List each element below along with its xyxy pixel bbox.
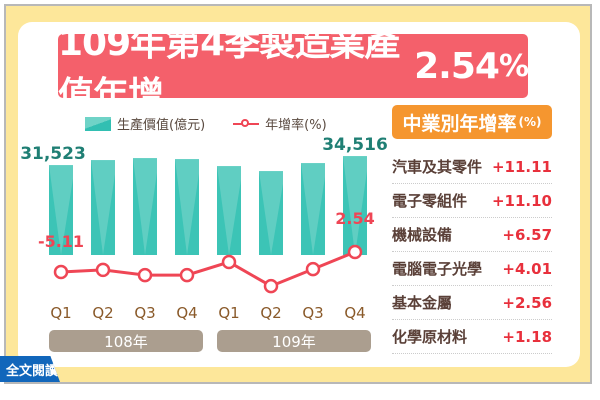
title-banner: 109年第4季製造業產值年增 2.54%	[58, 23, 529, 116]
industry-panel-title: 中業別年增率 (%)	[392, 105, 552, 139]
group-band	[49, 330, 203, 352]
growth-point	[305, 261, 321, 277]
industry-row: 化學原材料 +1.18	[392, 320, 552, 354]
industry-value: +2.56	[502, 293, 552, 312]
group-label: 108年	[104, 333, 148, 351]
bar-highlight	[175, 159, 199, 255]
industry-name: 機械設備	[392, 226, 453, 244]
growth-point	[221, 254, 237, 270]
bar-legend-swatch	[85, 116, 111, 131]
industry-name: 汽車及其零件	[392, 158, 483, 176]
x-tick-label: Q1	[218, 304, 239, 322]
x-tick-label: Q4	[344, 304, 365, 322]
industry-name: 化學原材料	[392, 328, 468, 346]
industry-row: 基本金屬 +2.56	[392, 286, 552, 320]
bar-value-label: 34,516	[322, 135, 388, 155]
growth-point	[137, 267, 153, 283]
bar-highlight	[133, 158, 157, 255]
industry-value: +1.18	[502, 327, 552, 346]
line-legend-icon	[233, 117, 260, 131]
industry-value: +4.01	[502, 259, 552, 278]
growth-point	[347, 244, 363, 260]
x-tick-label: Q2	[92, 304, 113, 322]
group-label: 109年	[272, 333, 316, 351]
x-tick-label: Q4	[176, 304, 197, 322]
title-unit: %	[498, 48, 529, 84]
growth-point	[179, 267, 195, 283]
industry-name: 基本金屬	[392, 294, 453, 312]
industry-row: 汽車及其零件 +11.11	[392, 150, 552, 184]
line-legend-label: 年增率(%)	[265, 118, 327, 133]
chart-legend: 生產價值(億元) 年增率(%)	[85, 114, 327, 133]
industry-value: +11.10	[491, 191, 552, 210]
x-tick-label: Q3	[302, 304, 323, 322]
bar-highlight	[91, 160, 115, 255]
growth-point	[95, 262, 111, 278]
industry-value: +11.11	[491, 157, 552, 176]
industry-panel-title-text: 中業別年增率	[402, 112, 517, 135]
x-tick-label: Q1	[50, 304, 71, 322]
title-text: 109年第4季製造業產值年增	[58, 23, 400, 116]
growth-value-label: -5.11	[38, 232, 84, 251]
growth-point	[263, 278, 279, 294]
industry-list: 汽車及其零件 +11.11 電子零組件 +11.10 機械設備 +6.57 電腦電子光…	[392, 150, 552, 354]
industry-row: 電子零組件 +11.10	[392, 184, 552, 218]
bar-highlight	[217, 166, 241, 255]
x-tick-label: Q3	[134, 304, 155, 322]
bar-value-label: 31,523	[20, 144, 86, 164]
industry-panel-unit: (%)	[518, 115, 542, 129]
industry-name: 電子零組件	[392, 192, 468, 210]
growth-point	[53, 264, 69, 280]
bar-highlight	[49, 165, 73, 255]
industry-name: 電腦電子光學	[392, 260, 483, 278]
title-value: 2.54	[414, 45, 500, 87]
x-tick-label: Q2	[260, 304, 281, 322]
group-band	[217, 330, 371, 352]
growth-value-label: 2.54	[335, 209, 374, 228]
industry-row: 電腦電子光學 +4.01	[392, 252, 552, 286]
industry-value: +6.57	[502, 225, 552, 244]
industry-row: 機械設備 +6.57	[392, 218, 552, 252]
read-full-text-button[interactable]: 全文閱讀	[0, 356, 60, 382]
bar-highlight	[343, 156, 367, 255]
bar-legend-label: 生產價值(億元)	[117, 118, 206, 133]
bar-highlight	[301, 163, 325, 255]
bar-highlight	[259, 171, 283, 255]
